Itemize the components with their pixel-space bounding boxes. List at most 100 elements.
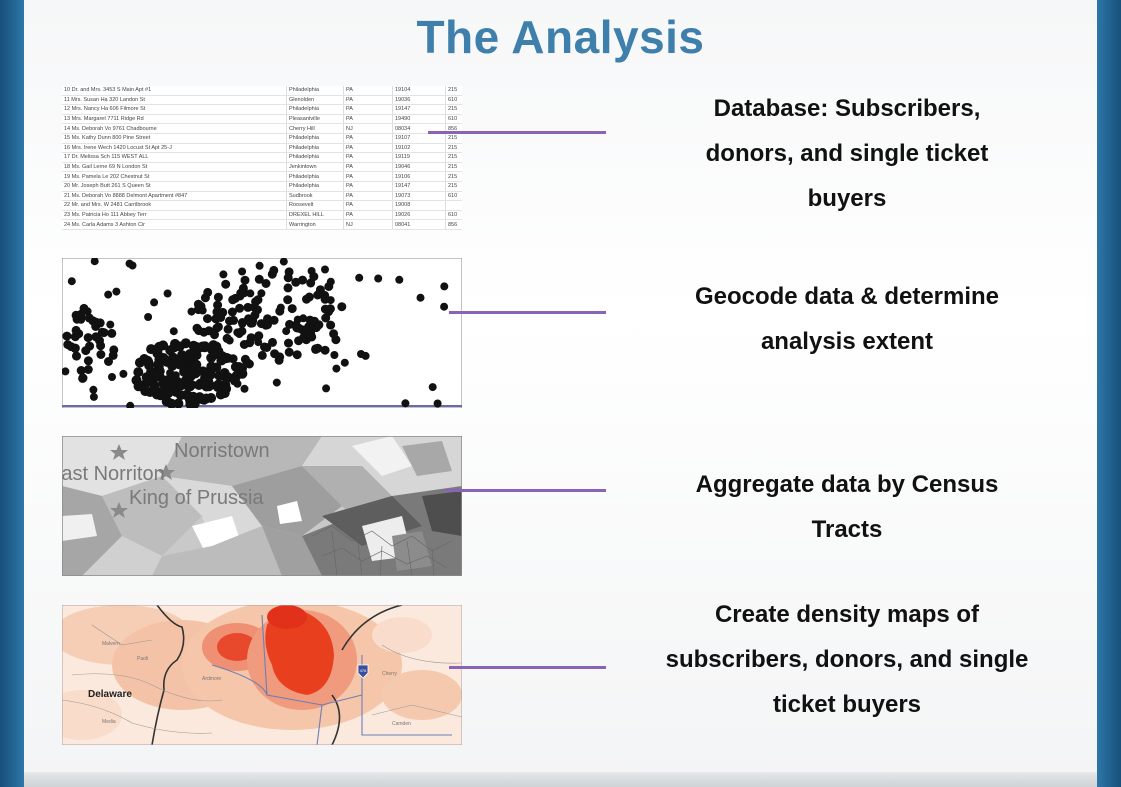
geocoded-point — [165, 373, 176, 384]
geocoded-point — [283, 273, 293, 283]
geocoded-point — [199, 327, 209, 337]
geocoded-point — [374, 274, 383, 283]
step-4-label-line: Create density maps of — [714, 601, 980, 628]
svg-text:Media: Media — [102, 719, 116, 725]
geocoded-point — [257, 350, 267, 360]
geocoded-point — [256, 319, 266, 329]
table-cell: 19026 — [392, 210, 446, 221]
geocoded-point — [253, 305, 262, 315]
svg-text:Paoli: Paoli — [137, 656, 148, 662]
table-cell: 19 Ms. Pamela Le 202 Chestnut St — [62, 171, 287, 182]
geocoded-point — [209, 349, 220, 360]
geocoded-point — [214, 370, 225, 381]
density-map-image: Malvern Paoli Ardmore Media Cherry Camden 4… — [62, 605, 462, 745]
geocoded-point — [133, 367, 144, 378]
step-1-label: Database: Subscribers, donors, and singl… — [612, 86, 1082, 221]
table-cell: Glenolden — [286, 95, 344, 106]
geocoded-point — [91, 317, 101, 327]
geocoded-point — [355, 273, 364, 282]
geocoded-point — [225, 316, 234, 326]
geocoded-point — [227, 307, 237, 317]
table-row: 21 Ms. Deborah Vo 8888 Delmont Apartment… — [62, 191, 462, 202]
step-1-label-line: buyers — [807, 185, 887, 212]
geocoded-point — [89, 392, 98, 401]
table-cell: 215 — [445, 86, 462, 96]
table-cell: Roosevelt — [286, 200, 344, 211]
table-cell: 19073 — [392, 191, 446, 202]
table-cell: PA — [343, 210, 393, 221]
geocoded-point — [213, 300, 223, 310]
geocoded-point — [72, 351, 81, 361]
geocoded-point — [174, 357, 185, 368]
geocoded-point — [229, 375, 240, 386]
geocoded-point — [284, 338, 293, 348]
table-cell: PA — [343, 191, 393, 202]
table-cell: NJ — [343, 219, 393, 230]
table-row: 12 Mrs. Nancy Ha 606 Filmore St Philadelp… — [62, 104, 462, 115]
geocoded-point — [96, 350, 106, 359]
geocoded-point — [294, 336, 304, 346]
table-cell: 610 — [445, 114, 462, 125]
geocoded-point — [83, 333, 93, 343]
table-cell: 19490 — [392, 114, 446, 125]
geocoded-point — [299, 314, 308, 323]
step-1-label-line: donors, and single ticket — [705, 140, 989, 167]
geocoded-point — [283, 283, 293, 293]
table-cell: Philadelphia — [286, 143, 344, 154]
table-cell: PA — [343, 95, 393, 106]
geocoded-point — [97, 327, 107, 337]
geocoded-point — [325, 304, 335, 314]
table-row: 14 Ms. Deborah Vo 9761 Chadbourne Cherry … — [62, 123, 462, 134]
geocoded-point — [245, 338, 255, 348]
geocoded-point — [306, 278, 316, 288]
point-map-image — [62, 258, 462, 408]
table-cell: 19008 — [392, 200, 446, 211]
table-cell: 19107 — [392, 133, 446, 144]
table-cell: 17 Dr. Melissa Sch 115 WEST ALL — [62, 152, 287, 163]
step-3-label-line: Tracts — [811, 516, 883, 543]
geocoded-point — [329, 329, 339, 339]
geocoded-point — [272, 378, 281, 387]
geocoded-point — [275, 306, 285, 316]
geocoded-point — [307, 332, 317, 342]
geocoded-point — [257, 289, 266, 298]
table-cell: 14 Ms. Deborah Vo 9761 Chadbourne — [62, 123, 287, 134]
geocoded-point — [186, 379, 197, 390]
geocoded-point — [211, 341, 222, 352]
geocoded-point — [152, 347, 163, 358]
geocoded-point — [169, 327, 178, 336]
geocoded-point — [106, 320, 115, 329]
table-cell: Warrington — [286, 219, 344, 230]
map-label-delaware: Delaware — [88, 689, 132, 700]
geocoded-point — [284, 347, 294, 357]
table-cell: 215 — [445, 181, 462, 192]
geocoded-point — [269, 265, 279, 275]
geocoded-point — [193, 305, 203, 315]
table-cell: PA — [343, 143, 393, 154]
geocoded-point — [302, 294, 311, 304]
geocoded-point — [221, 279, 231, 289]
geocoded-point — [357, 350, 365, 358]
table-cell: Sudbrook — [286, 191, 344, 202]
geocoded-point — [201, 393, 212, 404]
geocoded-point — [321, 265, 329, 274]
geocoded-point — [173, 398, 184, 408]
geocoded-point — [150, 298, 159, 307]
geocoded-point — [184, 349, 195, 360]
geocoded-point — [163, 289, 172, 298]
geocoded-point — [261, 279, 271, 288]
geocoded-point — [78, 373, 88, 383]
map-label-east-norriton: East Norriton — [62, 463, 165, 485]
table-cell: 20 Mr. Joseph Butt 261 S Queen St — [62, 181, 287, 192]
census-tract-map-image: Norristown East Norriton King of Prussia — [62, 436, 462, 576]
geocoded-point — [287, 304, 297, 314]
geocoded-point — [222, 333, 232, 343]
table-cell: 15 Ms. Kathy Dunn 800 Pine Street — [62, 133, 287, 144]
table-cell: 856 — [445, 219, 462, 230]
geocoded-point — [193, 380, 204, 390]
table-cell: DREXEL HILL — [286, 210, 344, 221]
table-cell: Philadelphia — [286, 181, 344, 192]
table-cell: PA — [343, 171, 393, 182]
geocoded-point — [321, 313, 331, 323]
table-cell: Philadelphia — [286, 133, 344, 144]
